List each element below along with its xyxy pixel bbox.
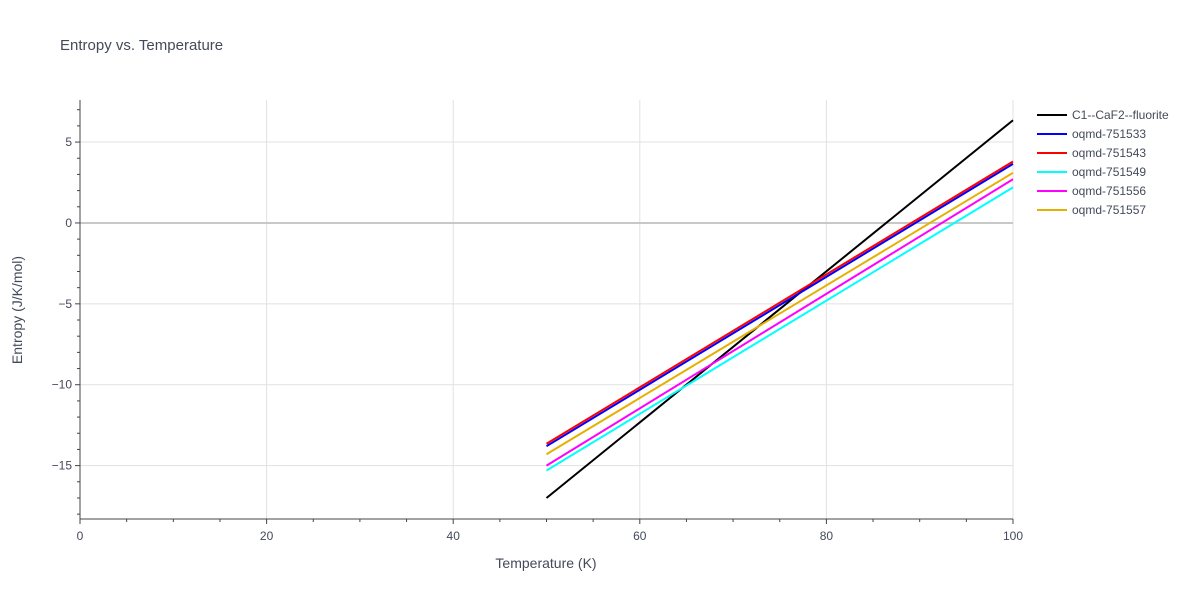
series-line bbox=[545, 163, 1014, 448]
series-line bbox=[545, 119, 1014, 499]
legend-label: oqmd-751556 bbox=[1072, 184, 1146, 198]
y-axis-title: Entropy (J/K/mol) bbox=[9, 256, 25, 364]
legend-label: oqmd-751533 bbox=[1072, 127, 1146, 141]
legend-item[interactable]: oqmd-751549 bbox=[1037, 165, 1146, 179]
x-tick-label: 100 bbox=[1003, 529, 1023, 543]
y-tick-label: −5 bbox=[58, 297, 72, 311]
series-line bbox=[545, 178, 1014, 467]
x-tick-label: 60 bbox=[633, 529, 647, 543]
y-tick-label: −15 bbox=[52, 459, 73, 473]
series-line bbox=[545, 171, 1014, 456]
series-lines bbox=[545, 119, 1014, 499]
legend-item[interactable]: C1--CaF2--fluorite bbox=[1037, 108, 1169, 122]
legend-item[interactable]: oqmd-751543 bbox=[1037, 146, 1146, 160]
legend-label: oqmd-751557 bbox=[1072, 203, 1146, 217]
y-tick-label: −10 bbox=[52, 378, 73, 392]
axes: 0 20 40 60 80 100 −15 −10 −5 0 5 bbox=[52, 100, 1023, 543]
legend-label: oqmd-751543 bbox=[1072, 146, 1146, 160]
y-tick-label: 0 bbox=[65, 216, 72, 230]
series-line bbox=[545, 186, 1014, 472]
legend-label: oqmd-751549 bbox=[1072, 165, 1146, 179]
legend-item[interactable]: oqmd-751557 bbox=[1037, 203, 1146, 217]
legend[interactable]: C1--CaF2--fluorite oqmd-751533 oqmd-751543… bbox=[1037, 108, 1169, 217]
x-tick-label: 0 bbox=[77, 529, 84, 543]
legend-item[interactable]: oqmd-751533 bbox=[1037, 127, 1146, 141]
x-tick-label: 20 bbox=[260, 529, 274, 543]
x-axis-title: Temperature (K) bbox=[495, 555, 596, 571]
x-tick-label: 80 bbox=[820, 529, 834, 543]
chart-title: Entropy vs. Temperature bbox=[60, 37, 223, 54]
y-tick-label: 5 bbox=[65, 135, 72, 149]
grid bbox=[80, 100, 1014, 519]
series-line bbox=[545, 160, 1014, 445]
x-tick-label: 40 bbox=[447, 529, 461, 543]
legend-item[interactable]: oqmd-751556 bbox=[1037, 184, 1146, 198]
legend-label: C1--CaF2--fluorite bbox=[1072, 108, 1169, 122]
